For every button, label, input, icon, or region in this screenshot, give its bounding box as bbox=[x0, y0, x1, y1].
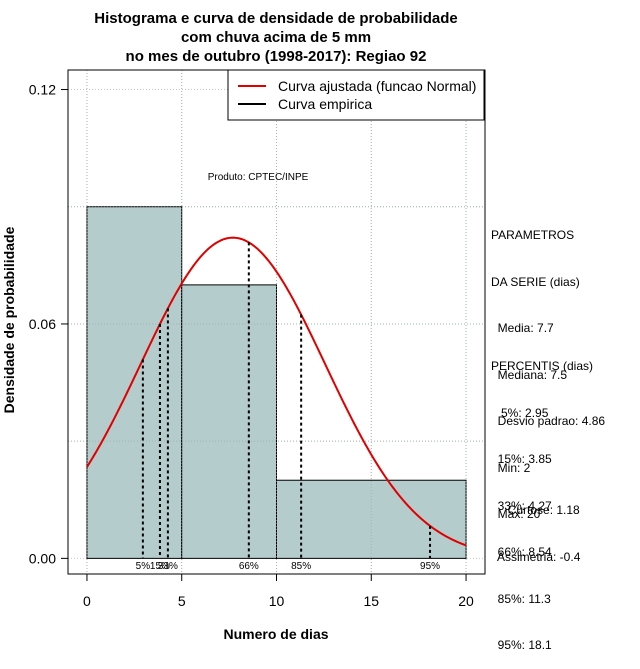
params-title-1: PARAMETROS bbox=[491, 228, 575, 242]
normal-curve bbox=[86, 236, 467, 547]
chart-title: Histograma e curva de densidade de proba… bbox=[94, 10, 457, 65]
x-axis-label: Numero de dias bbox=[223, 626, 328, 642]
percentile-label: 33% bbox=[158, 561, 178, 572]
x-tick-label: 15 bbox=[363, 593, 379, 609]
percentil-15: 15%: 3.85 bbox=[491, 452, 552, 466]
title-line-2: com chuva acima de 5 mm bbox=[181, 29, 371, 46]
legend-box bbox=[227, 69, 485, 121]
percentil-85: 85%: 11.3 bbox=[491, 591, 551, 606]
legend-label: Curva ajustada (funcao Normal) bbox=[278, 78, 476, 94]
param-min: Min: 2 bbox=[491, 460, 531, 475]
legend-label: Curva empirica bbox=[278, 96, 372, 112]
title-line-1: Histograma e curva de densidade de proba… bbox=[94, 10, 457, 27]
param-max: Max: 20 bbox=[491, 507, 541, 521]
y-axis-label: Densidade de probabilidade bbox=[1, 226, 17, 413]
y-tick-label: 0.00 bbox=[29, 550, 56, 566]
product-annotation: Produto: CPTEC/INPE bbox=[208, 172, 309, 183]
histogram-bar bbox=[181, 284, 278, 559]
y-tick-label: 0.12 bbox=[29, 82, 56, 98]
title-line-3: no mes de outubro (1998-2017): Regiao 92 bbox=[126, 48, 427, 65]
percentil-33: 33%: 4.27 bbox=[491, 498, 552, 513]
percentile-label: 95% bbox=[420, 561, 440, 572]
curtose-value: Curtose: 1.18 bbox=[491, 503, 580, 517]
shape-stats-panel: Curtose: 1.18 Assimetria: -0.4 bbox=[491, 472, 580, 581]
percentil-66: 66%: 8.54 bbox=[491, 545, 552, 559]
percentile-label: 85% bbox=[291, 561, 311, 572]
param-mediana: Mediana: 7.5 bbox=[491, 367, 568, 382]
param-desvio: Desvio padrao: 4.86 bbox=[491, 414, 606, 428]
x-tick-label: 5 bbox=[178, 593, 186, 609]
percentil-5: 5%: 2.95 bbox=[491, 405, 549, 420]
percentile-label: 66% bbox=[239, 561, 259, 572]
x-tick-label: 10 bbox=[269, 593, 285, 609]
percentiles-panel: PERCENTIS (dias) 5%: 2.95 15%: 3.85 33%:… bbox=[491, 328, 593, 669]
param-media: Media: 7.7 bbox=[491, 321, 554, 335]
x-tick-label: 20 bbox=[458, 593, 474, 609]
normal-curve-line bbox=[86, 236, 467, 547]
series-parameters-panel: PARAMETROS DA SERIE (dias) Media: 7.7 Me… bbox=[491, 197, 605, 538]
y-tick-label: 0.06 bbox=[29, 316, 56, 332]
histogram-bars bbox=[68, 70, 485, 574]
params-title-2: DA SERIE (dias) bbox=[491, 274, 580, 289]
axes: 0 5 10 15 20 0.00 0.06 0.12 bbox=[29, 69, 486, 609]
assimetria-value: Assimetria: -0.4 bbox=[491, 549, 581, 564]
histogram-bar bbox=[276, 479, 467, 559]
percentis-title: PERCENTIS (dias) bbox=[491, 359, 594, 373]
legend: Curva ajustada (funcao Normal) Curva empi… bbox=[227, 69, 485, 121]
percentil-95: 95%: 18.1 bbox=[491, 638, 552, 652]
percentile-label: 5% bbox=[136, 561, 151, 572]
x-tick-label: 0 bbox=[83, 593, 91, 609]
histogram-bar bbox=[86, 206, 183, 559]
percentile-label: 15% bbox=[150, 561, 170, 572]
percentile-markers: 5% 15%33% 66% 85% 95% bbox=[136, 242, 440, 572]
